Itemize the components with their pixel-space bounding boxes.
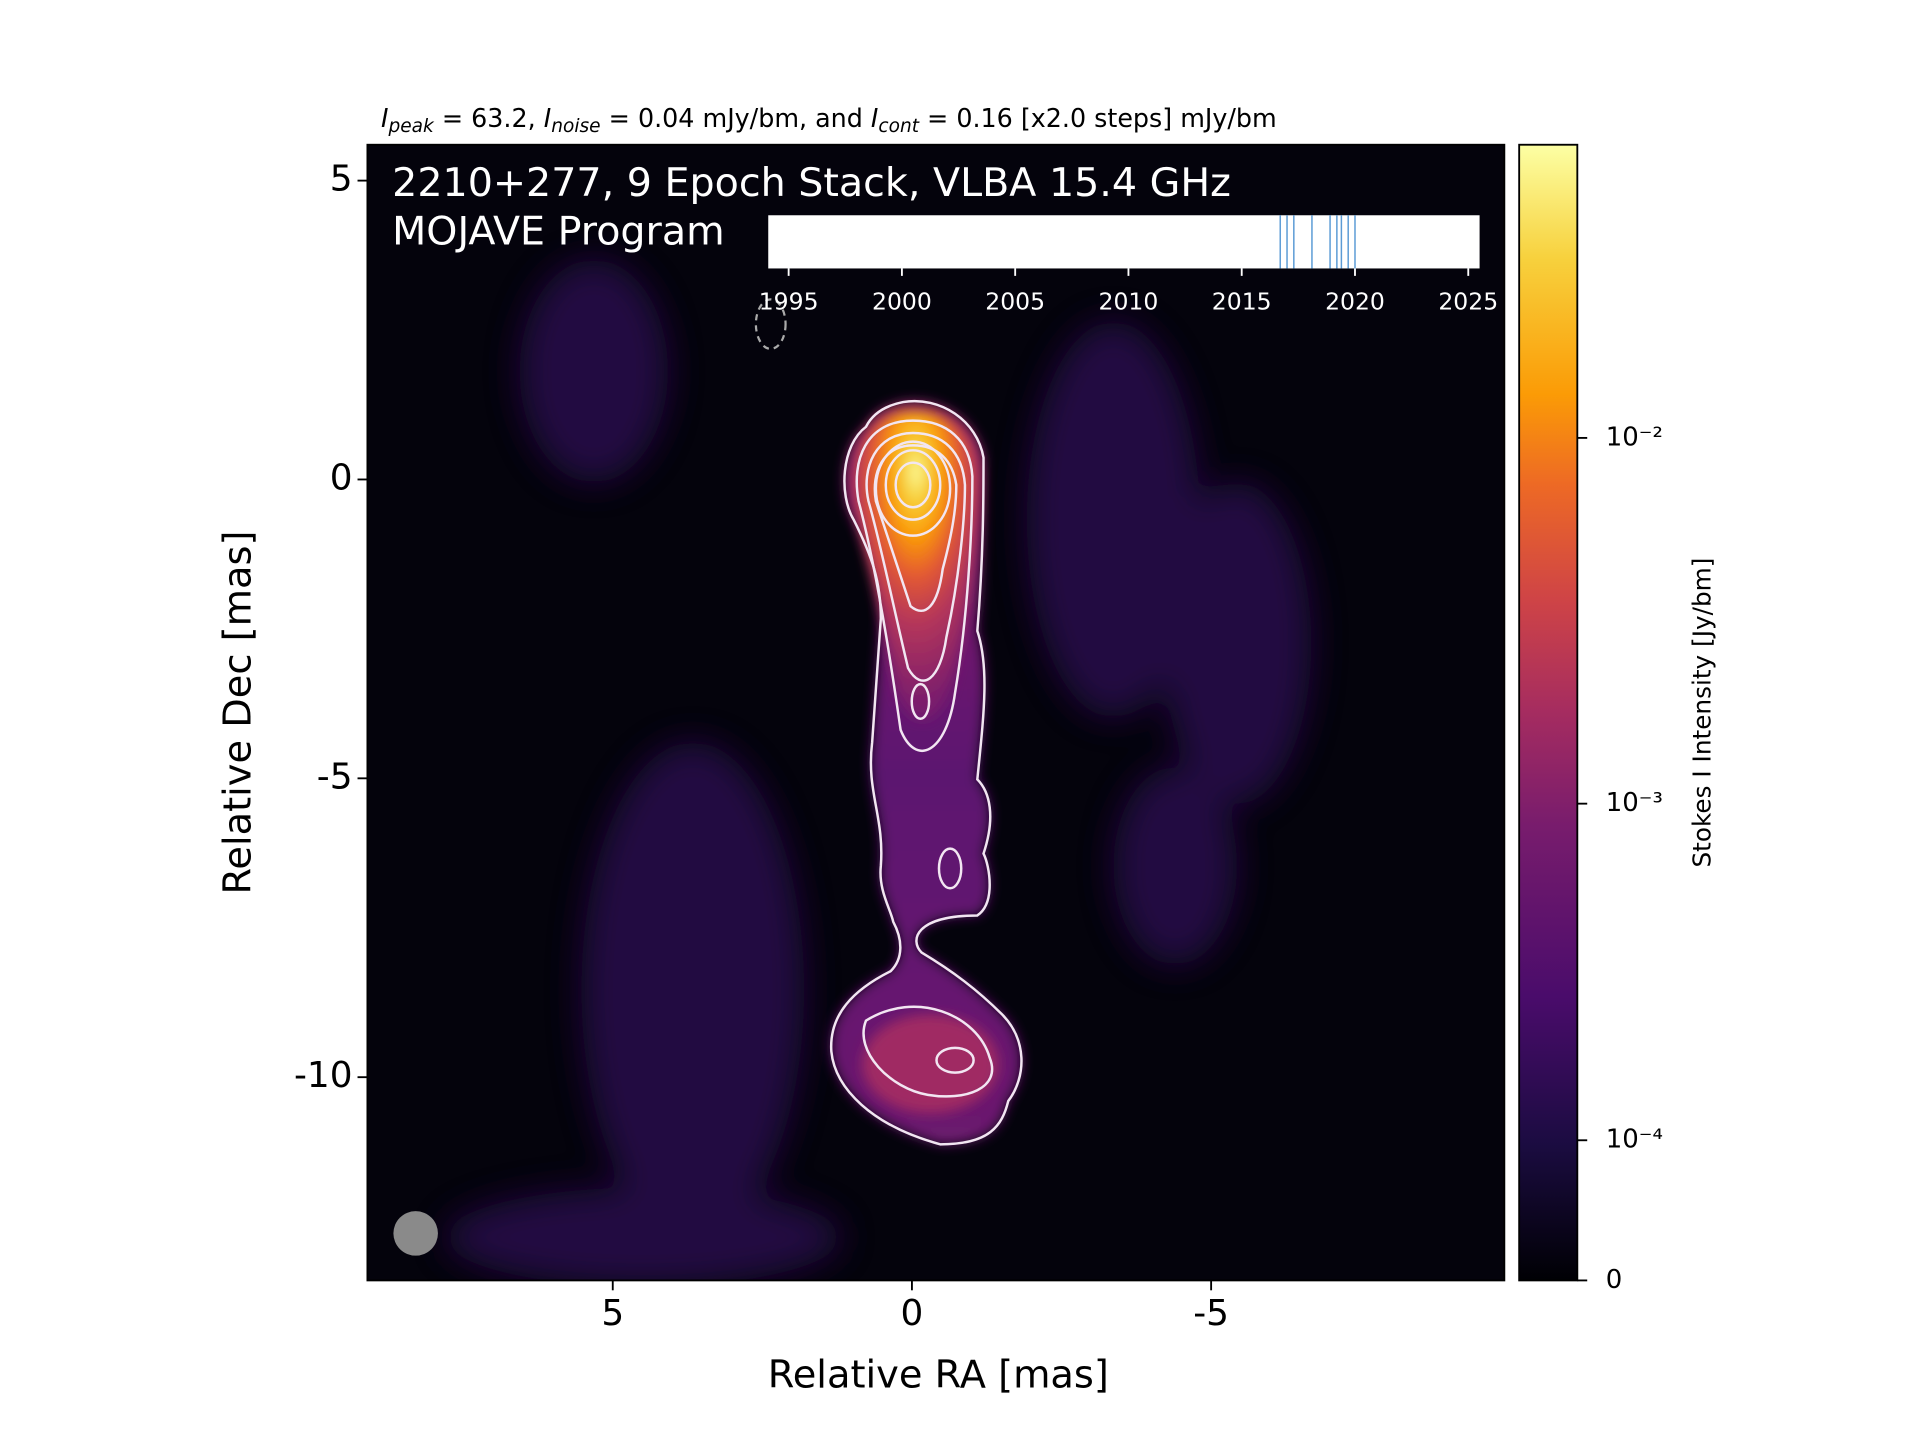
subtitle-part: = 0.16 [x2.0 steps] mJy/bm (919, 103, 1277, 133)
colorbar-tick-label: 10⁻⁴ (1606, 1125, 1663, 1155)
colorbar-label: Stokes I Intensity [Jy/bm] (1688, 558, 1717, 868)
y-tick-label: 5 (330, 159, 353, 200)
subtitle-part: = 0.04 mJy/bm, and (601, 103, 871, 133)
y-axis-label: Relative Dec [mas] (216, 531, 261, 895)
subscript: peak (388, 116, 436, 137)
inset-tick-label: 2010 (1099, 288, 1159, 316)
image (367, 144, 1505, 1281)
beam-outline (754, 298, 787, 350)
inset-tick-label: 2025 (1438, 288, 1498, 316)
epoch-inset (768, 215, 1480, 269)
inset-tick-label: 1995 (759, 288, 819, 316)
y-tick-label: -5 (317, 756, 353, 797)
subtitle-part: = 63.2, (434, 103, 544, 133)
inset-tick-label: 2005 (985, 288, 1045, 316)
subscript: cont (878, 116, 919, 137)
colorbar-tick-label: 10⁻³ (1606, 788, 1663, 818)
inset-tick-label: 2015 (1212, 288, 1272, 316)
subtitle-part: I (544, 103, 551, 133)
annotation: 2210+277, 9 Epoch Stack, VLBA 15.4 GHz (392, 160, 1231, 206)
contours (830, 399, 1023, 1146)
colorbar-tick-label: 0 (1606, 1265, 1623, 1295)
y-tick-label: -10 (294, 1055, 353, 1096)
annotation: MOJAVE Program (392, 208, 724, 254)
inset-tick-label: 2000 (872, 288, 932, 316)
inset-tick-label: 2020 (1325, 288, 1385, 316)
subtitle-part: I (871, 103, 878, 133)
axes-frame (366, 143, 1506, 1282)
subscript: noise (551, 116, 600, 137)
x-tick-label: -5 (1193, 1293, 1229, 1334)
beam (393, 1211, 438, 1256)
subtitle-part: I (381, 103, 388, 133)
noise-haze (445, 259, 1312, 1281)
x-tick-label: 5 (601, 1293, 624, 1334)
x-axis-label: Relative RA [mas] (768, 1352, 1109, 1397)
y-tick-label: 0 (330, 457, 353, 498)
colorbar-tick-label: 10⁻² (1606, 422, 1663, 452)
x-tick-label: 0 (901, 1293, 924, 1334)
colorbar (1518, 143, 1579, 1282)
subtitle: Ipeak = 63.2, Inoise = 0.04 mJy/bm, and … (381, 103, 1277, 137)
